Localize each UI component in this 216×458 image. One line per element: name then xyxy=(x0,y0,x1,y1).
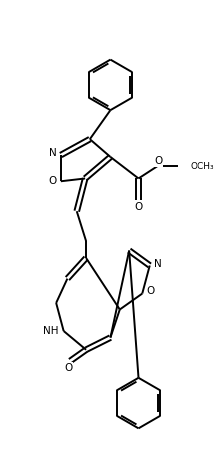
Text: O: O xyxy=(134,202,143,212)
Text: O: O xyxy=(64,364,72,373)
Text: N: N xyxy=(154,259,162,269)
Text: O: O xyxy=(48,176,57,186)
Text: O: O xyxy=(154,156,162,166)
Text: OCH₃: OCH₃ xyxy=(191,162,214,171)
Text: NH: NH xyxy=(43,326,58,336)
Text: N: N xyxy=(49,148,56,158)
Text: O: O xyxy=(146,286,155,296)
